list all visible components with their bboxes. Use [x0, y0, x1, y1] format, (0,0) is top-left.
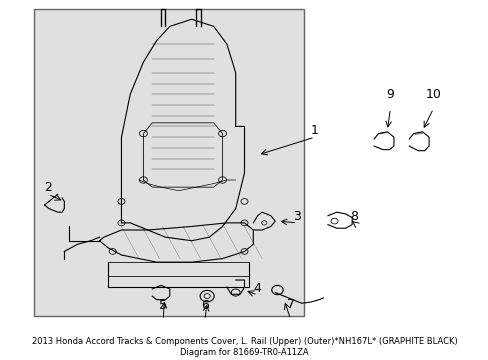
Text: 6: 6	[201, 299, 208, 312]
Text: 9: 9	[386, 88, 393, 101]
Text: 2013 Honda Accord Tracks & Components Cover, L. Rail (Upper) (Outer)*NH167L* (GR: 2013 Honda Accord Tracks & Components Co…	[32, 337, 456, 357]
Text: 1: 1	[310, 124, 318, 137]
Text: 3: 3	[293, 210, 301, 223]
Text: 8: 8	[349, 210, 358, 223]
Text: 4: 4	[253, 282, 261, 295]
Bar	[34, 9, 303, 316]
Text: 7: 7	[286, 298, 294, 311]
Text: 5: 5	[159, 299, 167, 312]
Text: 10: 10	[425, 88, 441, 101]
Text: 2: 2	[44, 181, 52, 194]
